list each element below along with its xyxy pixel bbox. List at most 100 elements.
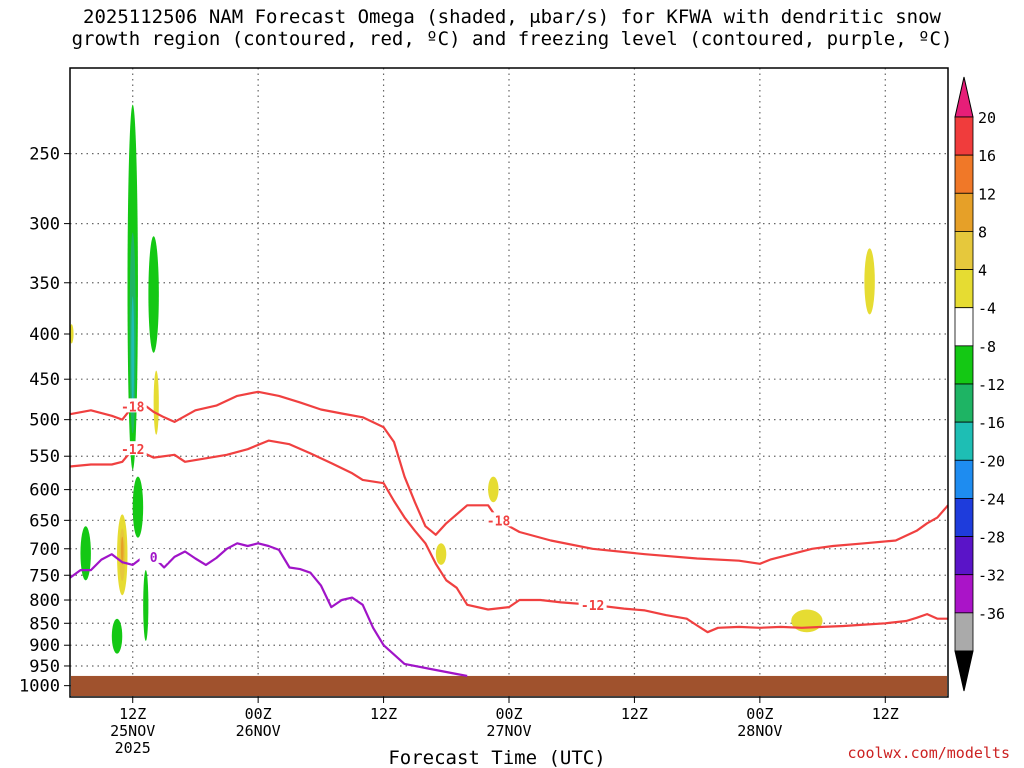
y-tick-label-900: 900 [29,636,60,656]
contour-label-1-2: -18 [487,514,511,529]
contour-line-1 [69,390,949,565]
colorbar: 20 16 12 8 4 -4 -8 -12 -16 -20 -24 -28 -32 -36 [954,76,1005,692]
omega-area-10-outer [435,543,447,565]
omega-area-5-outer [111,618,123,654]
colorbar-swatch-5 [954,269,974,309]
chart-title-line-2: growth region (contoured, red, ºC) and f… [71,28,953,50]
y-tick-label-1000: 1000 [19,677,60,697]
colorbar-swatch-8 [954,383,974,423]
contour-label-bg-1-2 [484,512,513,527]
colorbar-swatch-7 [954,345,974,385]
colorbar-label-7: -8 [978,338,996,356]
colorbar-label-13: -32 [978,567,1005,585]
x-tick-label-66-2: 28NOV [737,722,782,740]
contour-label-3-1: 0 [150,551,158,566]
contour-label-bg-3-1 [139,548,168,563]
x-tick-label-6-3: 2025 [115,739,151,757]
colorbar-swatch-2 [954,154,974,194]
colorbar-label-10: -20 [978,452,1005,470]
x-tick-label-18-2: 26NOV [236,722,281,740]
y-tick-label-500: 500 [29,411,60,431]
colorbar-label-1: 20 [978,109,996,127]
colorbar-label-11: -24 [978,490,1005,508]
x-tick-label-6-1: 12Z [119,705,146,723]
contour-label-bg-1-1 [118,398,147,413]
ground-surface [71,675,947,696]
y-tick-label-250: 250 [29,145,60,165]
omega-area-12-outer [864,248,875,315]
colorbar-swatch-11 [954,498,974,537]
omega-area-8 [153,370,159,435]
contour-line-3 [69,542,468,677]
y-tick-label-450: 450 [29,370,60,390]
chart-title: 2025112506 NAM Forecast Omega (shaded, μ… [0,6,1024,50]
omega-area-5 [111,618,123,654]
grid-lines [70,68,948,697]
colorbar-label-8: -12 [978,376,1005,394]
y-tick-label-550: 550 [29,447,60,467]
colorbar-swatch-12 [954,536,974,576]
x-tick-label-18-1: 00Z [245,705,272,723]
omega-area-2 [148,236,159,353]
chart-title-line-1: 2025112506 NAM Forecast Omega (shaded, μ… [83,6,941,28]
contour-line-2 [69,439,948,634]
contour-label-2-1: -12 [121,443,144,458]
source-credit: coolwx.com/modelts [847,744,1010,762]
y-tick-label-800: 800 [29,591,60,611]
colorbar-top-arrow [954,76,974,118]
omega-area-9 [488,476,499,503]
omega-area-10 [435,543,447,565]
x-tick-label-42-1: 00Z [495,705,522,723]
omega-area-11 [791,609,823,633]
x-tick-label-54-1: 12Z [621,705,648,723]
colorbar-swatch-13 [954,574,974,614]
colorbar-label-5: 4 [978,262,987,280]
colorbar-swatch-1 [954,116,974,156]
omega-area-4-outer [80,526,91,581]
omega-area-9-outer [488,476,499,503]
colorbar-swatch-6 [954,307,974,347]
x-tick-label-6-2: 25NOV [110,722,155,740]
x-tick-label-30-1: 12Z [370,705,397,723]
colorbar-swatch-9 [954,421,974,461]
x-tick-label-66-1: 00Z [746,705,773,723]
y-tick-label-650: 650 [29,511,60,531]
y-tick-label-700: 700 [29,540,60,560]
colorbar-label-14: -36 [978,605,1005,623]
colorbar-label-6: -4 [978,300,996,318]
contour-label-bg-2-2 [578,596,607,611]
y-tick-label-950: 950 [29,657,60,677]
omega-area-4 [80,526,91,581]
y-tick-label-750: 750 [29,566,60,586]
omega-area-12 [864,248,875,315]
omega-area-6-outer [143,570,149,641]
omega-area-3 [132,476,144,538]
x-tick-label-78-1: 12Z [872,705,899,723]
colorbar-swatch-3 [954,192,974,232]
colorbar-swatch-14 [954,612,974,652]
colorbar-bottom-arrow [954,650,974,692]
omega-area-7-core [120,536,124,565]
contour-lines: -18 -18 -12 -12 0 [69,390,949,677]
omega-area-7 [117,514,128,596]
omega-area-8-outer [153,370,159,435]
y-tick-label-400: 400 [29,325,60,345]
colorbar-swatch-4 [954,231,974,270]
y-tick-label-350: 350 [29,274,60,294]
y-axis: 2503003504004505005506006507007508008509… [19,145,70,697]
omega-area-6 [143,570,149,641]
colorbar-label-2: 16 [978,147,996,165]
contour-label-bg-2-1 [118,441,147,456]
omega-area-2-outer [148,236,159,353]
contour-label-1-1: -18 [121,400,145,415]
x-axis-label: Forecast Time (UTC) [388,747,605,768]
colorbar-label-12: -28 [978,529,1005,547]
omega-area-3-outer [132,476,144,538]
omega-area-11-outer [791,609,823,633]
y-tick-label-850: 850 [29,614,60,634]
colorbar-swatch-10 [954,459,974,499]
omega-area-1-core [131,296,135,406]
contour-label-2-2: -12 [581,599,604,614]
